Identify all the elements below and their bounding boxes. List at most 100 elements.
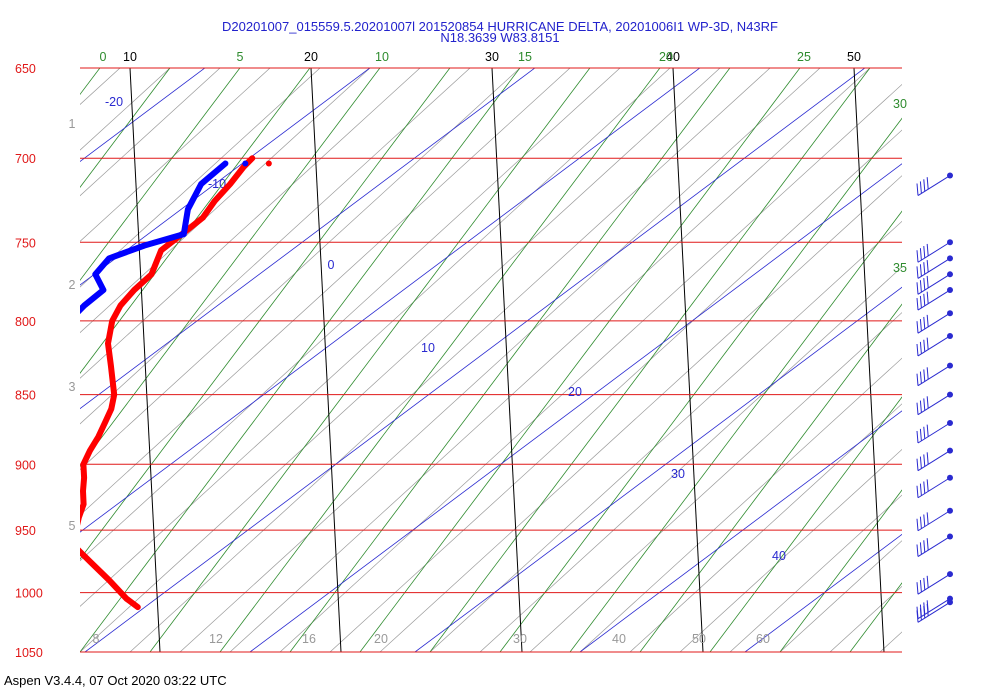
wind-barb-staff xyxy=(917,335,951,357)
wind-barb-feather xyxy=(923,540,926,553)
isotherm-label: 40 xyxy=(666,50,680,64)
wind-barb xyxy=(916,419,953,444)
isotherm-label: 20 xyxy=(304,50,318,64)
pressure-label: 1000 xyxy=(15,587,43,601)
wind-barb-feather xyxy=(923,262,926,275)
wind-barb-feather xyxy=(926,396,929,409)
wind-barb-feather xyxy=(916,544,919,557)
wind-barb-staff xyxy=(917,257,951,279)
wind-barb xyxy=(916,474,953,499)
wind-barb-feather xyxy=(919,371,922,384)
pressure-label: 800 xyxy=(15,315,36,329)
adiabat-line xyxy=(80,68,271,242)
wind-barb-staff xyxy=(917,510,951,532)
wind-barb-feather xyxy=(916,430,919,444)
wind-barb xyxy=(916,595,953,620)
mixing-ratio-line xyxy=(359,68,801,652)
wind-barb xyxy=(916,287,953,311)
adiabat-line xyxy=(529,312,902,652)
wind-barb-dot xyxy=(947,391,953,398)
wind-barb-staff xyxy=(917,598,951,620)
bottom-scale-label: 16 xyxy=(302,632,316,646)
wind-barb-feather xyxy=(919,341,922,354)
mixing-ratio-label: 30 xyxy=(893,97,907,111)
moist-line xyxy=(910,0,1000,652)
mixing-ratio-label: 25 xyxy=(797,50,811,64)
mixing-ratio-label: 15 xyxy=(518,50,532,64)
diagonal-label: 0 xyxy=(328,258,335,272)
wind-barb-feather xyxy=(923,454,926,467)
wind-barb-feather xyxy=(923,316,926,330)
diagonal-label: 20 xyxy=(568,385,582,399)
pressure-label: 700 xyxy=(15,152,36,166)
diagonal-label: 10 xyxy=(421,341,435,355)
adiabat-line xyxy=(80,68,571,516)
pressure-label: 950 xyxy=(15,524,36,538)
wind-barb-feather xyxy=(926,243,929,256)
wind-barb xyxy=(916,239,953,263)
moist-line xyxy=(80,68,371,286)
wind-barb-staff xyxy=(917,573,951,595)
isotherm-line xyxy=(672,68,704,652)
wind-barb-dot xyxy=(947,271,953,278)
isotherm-label: 30 xyxy=(485,50,499,64)
mixing-ratio-line xyxy=(709,396,902,652)
mixing-ratio-line xyxy=(80,68,171,188)
bottom-scale-label: 40 xyxy=(612,632,626,646)
wind-barb-staff xyxy=(917,289,951,311)
wind-barb-feather xyxy=(923,245,926,259)
adiabat-line xyxy=(829,585,902,652)
wind-barb-staff xyxy=(917,450,951,472)
wind-barb-feather xyxy=(919,295,922,308)
adiabat-line xyxy=(579,357,902,652)
adiabat-line xyxy=(80,68,721,652)
mixing-ratio-line xyxy=(569,210,902,652)
wind-barb xyxy=(916,507,953,532)
adiabat-line xyxy=(429,220,902,652)
wind-barb-feather xyxy=(919,428,922,441)
wind-barb xyxy=(916,391,953,416)
wind-barb-feather xyxy=(916,343,919,357)
adiabat-line xyxy=(879,631,902,652)
mixing-ratio-line xyxy=(289,68,731,652)
wind-barb-feather xyxy=(919,456,922,469)
moist-line xyxy=(744,533,902,652)
moist-line xyxy=(80,68,536,410)
wind-barb-staff xyxy=(917,273,951,295)
wind-barb-feather xyxy=(919,483,922,496)
wind-barb-feather xyxy=(923,481,926,494)
wind-barb-dot xyxy=(947,310,953,317)
wind-barb-feather xyxy=(923,293,926,306)
adiabat-line xyxy=(80,68,221,197)
wind-barb-dot xyxy=(947,419,953,426)
adiabat-line xyxy=(779,540,902,652)
wind-barb-feather xyxy=(919,264,922,277)
wind-barb-dot xyxy=(947,362,953,369)
wind-barb-feather xyxy=(926,479,929,492)
wind-barb-dot xyxy=(947,287,953,294)
moist-line xyxy=(414,286,902,652)
adiabat-line xyxy=(379,175,902,652)
moist-line xyxy=(84,68,866,652)
wind-barb-feather xyxy=(926,275,929,288)
mixing-ratio-label: 20 xyxy=(659,50,673,64)
temperature-trace xyxy=(80,155,256,611)
adiabat-line xyxy=(279,83,902,652)
wind-barb-feather xyxy=(926,337,929,350)
pressure-label: 750 xyxy=(15,236,36,250)
left-scale-label: 3 xyxy=(69,380,76,394)
mixing-ratio-line xyxy=(429,68,871,652)
wind-barb-dot xyxy=(947,332,953,339)
pressure-label: 650 xyxy=(15,62,36,76)
wind-barb-feather xyxy=(919,580,922,593)
footer-text: Aspen V3.4.4, 07 Oct 2020 03:22 UTC xyxy=(4,673,227,688)
wind-barb-dot xyxy=(947,239,953,246)
adiabat-line xyxy=(980,68,1000,652)
mixing-ratio-line xyxy=(779,489,902,652)
wind-barb-feather xyxy=(926,575,929,588)
mixing-ratio-line xyxy=(80,68,451,560)
adiabat-line xyxy=(179,68,821,652)
adiabat-line xyxy=(80,68,421,379)
wind-barb-feather xyxy=(916,266,919,279)
adiabat-line xyxy=(930,68,1000,652)
